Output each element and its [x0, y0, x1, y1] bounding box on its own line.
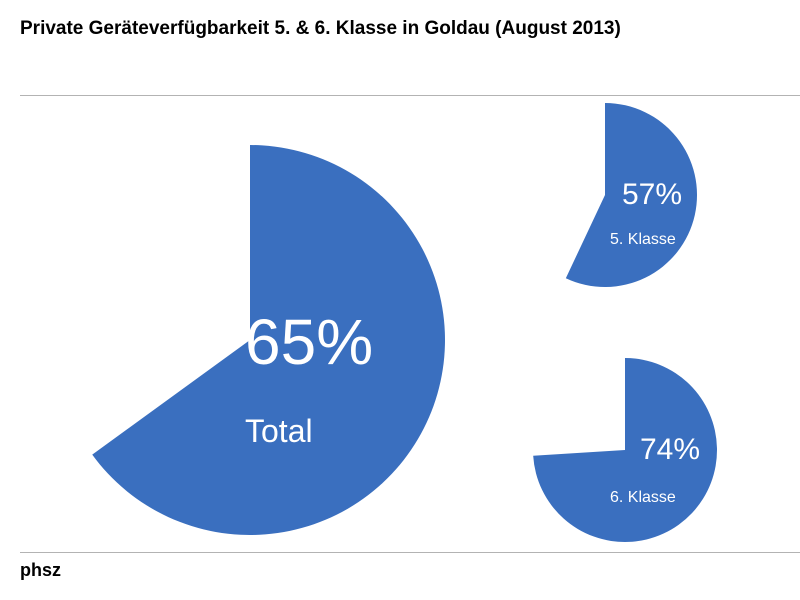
- footer-brand: phsz: [20, 560, 61, 581]
- chart-total-pct: 65%: [245, 310, 373, 374]
- bottom-rule: [20, 552, 800, 553]
- chart-klasse6-sublabel: 6. Klasse: [610, 490, 676, 506]
- chart-total-sublabel: Total: [245, 415, 313, 447]
- page-title: Private Geräteverfügbarkeit 5. & 6. Klas…: [20, 18, 780, 40]
- chart-klasse5: 57% 5. Klasse: [513, 103, 697, 287]
- top-rule: [20, 95, 800, 96]
- chart-klasse5-sublabel: 5. Klasse: [610, 232, 676, 248]
- page: Private Geräteverfügbarkeit 5. & 6. Klas…: [0, 0, 800, 600]
- chart-klasse5-pct: 57%: [622, 180, 682, 210]
- chart-klasse6-pct: 74%: [640, 435, 700, 465]
- chart-total: 65% Total: [55, 145, 445, 535]
- chart-klasse6: 74% 6. Klasse: [533, 358, 717, 542]
